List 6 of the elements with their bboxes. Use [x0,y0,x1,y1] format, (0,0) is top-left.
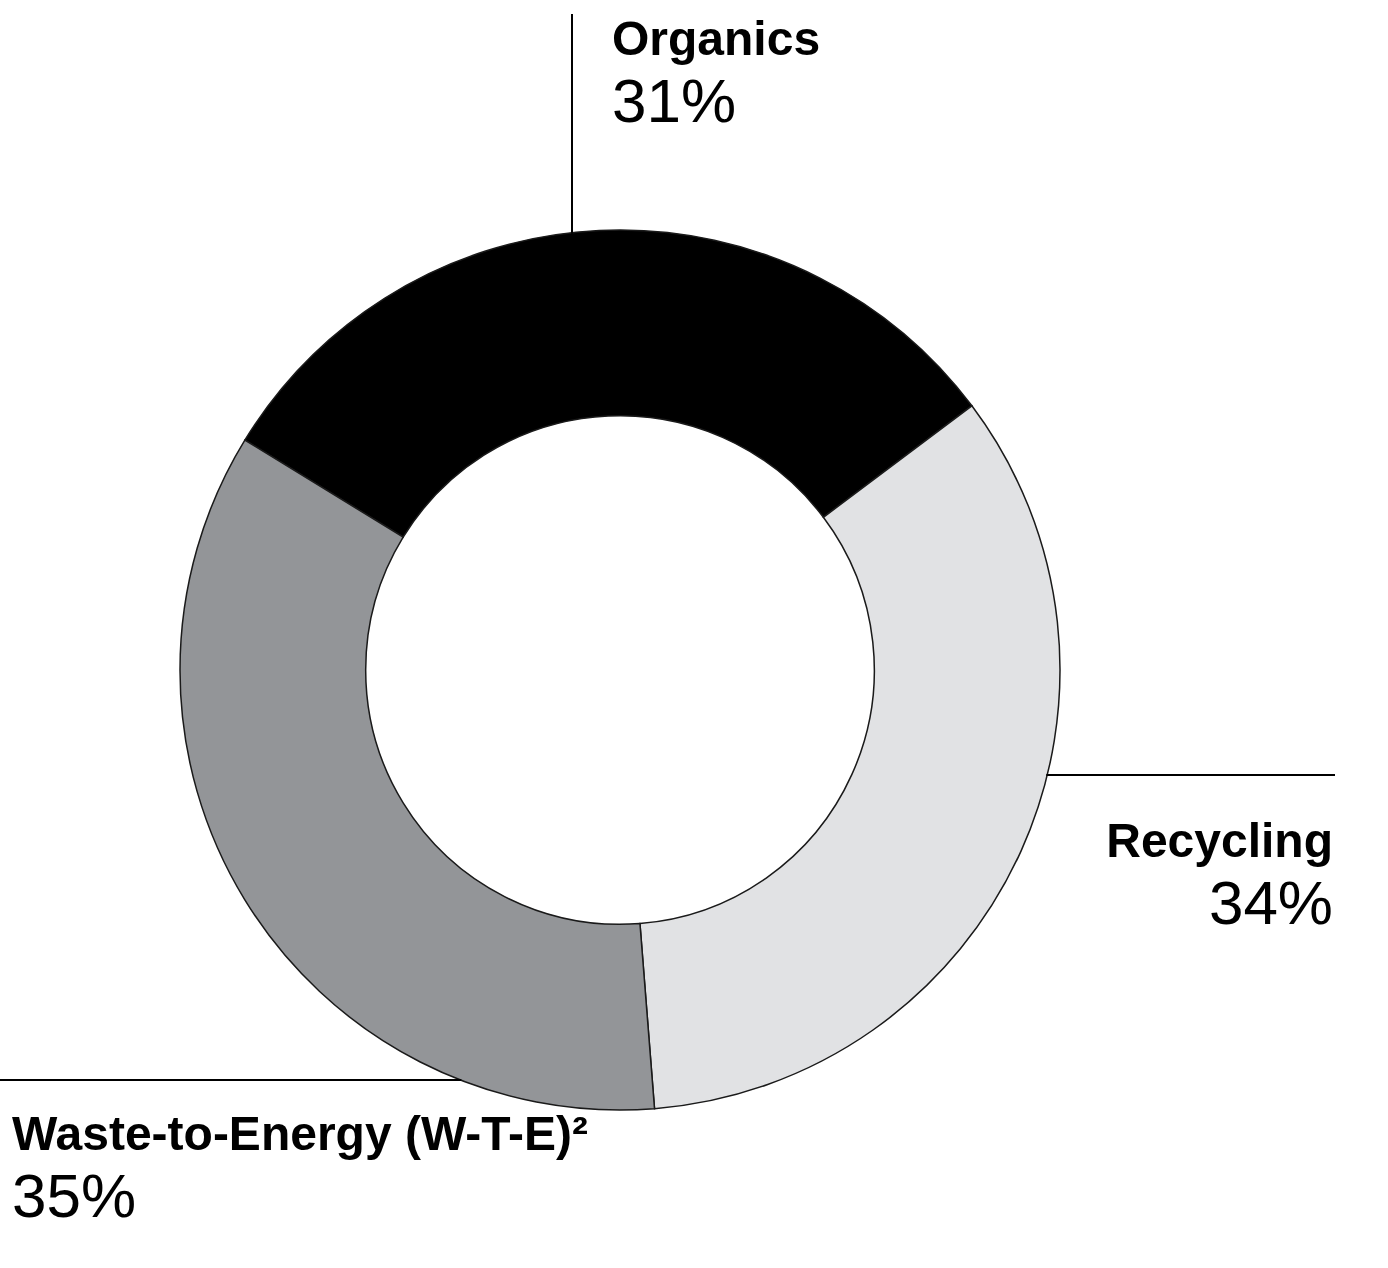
slice-label: Recycling [1106,814,1333,867]
slice-label: Waste-to-Energy (W-T-E)² [12,1107,588,1160]
data-label: 35% [12,1161,137,1230]
data-label: 31% [612,66,737,135]
data-label: 34% [1208,868,1333,937]
slice-label: Organics [612,12,821,65]
